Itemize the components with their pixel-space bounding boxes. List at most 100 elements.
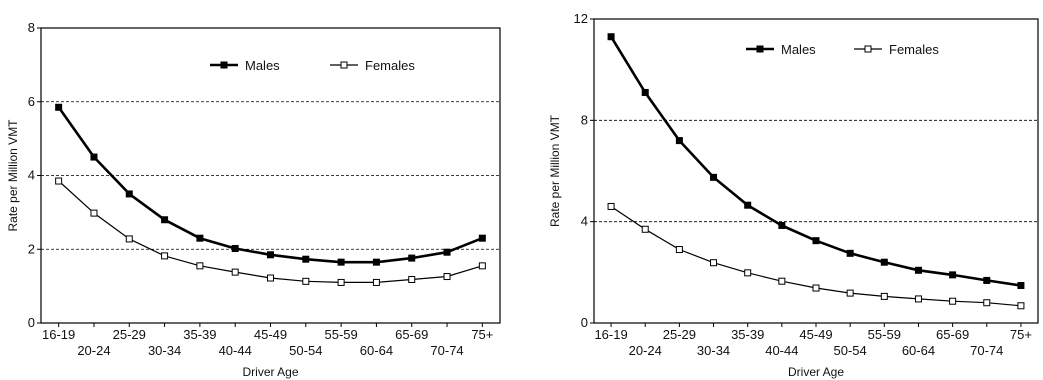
legend-label-males: Males [781, 42, 816, 57]
x-tick-label: 25-29 [113, 327, 146, 342]
chart-right: 0 4 8 12 16-1920-2425-2930-3435-3940-4445-49… [548, 11, 1039, 379]
legend-marker-males [756, 45, 764, 53]
data-point-males [231, 245, 239, 253]
data-point-males [302, 255, 310, 263]
data-point-females [302, 277, 310, 285]
data-point-females [55, 177, 63, 185]
data-point-females [196, 262, 204, 270]
x-tick-label: 30-34 [148, 343, 181, 358]
data-point-males [1017, 282, 1025, 290]
data-point-females [372, 278, 380, 286]
data-point-females [1017, 302, 1025, 310]
x-tick-label: 70-74 [430, 343, 463, 358]
legend-label-females: Females [889, 42, 939, 57]
x-tick-label: 45-49 [799, 327, 832, 342]
x-tick-label: 55-59 [868, 327, 901, 342]
data-point-females [478, 262, 486, 270]
y-axis-title: Rate per Million VMT [548, 114, 562, 227]
y-tick-label: 4 [581, 214, 588, 229]
series-line-males [57, 106, 483, 264]
y-tick-label: 0 [581, 315, 588, 330]
legend-marker-females [864, 45, 872, 53]
data-point-females [778, 277, 786, 285]
y-tick-label: 8 [28, 20, 35, 35]
x-tick-label: 55-59 [324, 327, 357, 342]
data-point-females [90, 209, 98, 217]
data-point-females [710, 259, 718, 267]
x-tick-label: 75+ [1010, 327, 1032, 342]
x-tick-label: 30-34 [697, 343, 730, 358]
data-point-males [408, 254, 416, 262]
data-point-males [778, 221, 786, 229]
data-point-females [337, 278, 345, 286]
x-tick-label: 60-64 [360, 343, 393, 358]
data-point-females [231, 268, 239, 276]
data-point-females [914, 295, 922, 303]
data-point-males [161, 216, 169, 224]
x-tick-label: 70-74 [970, 343, 1003, 358]
x-axis-title: Driver Age [242, 365, 298, 379]
data-point-males [55, 103, 63, 111]
data-point-males [812, 237, 820, 245]
x-tick-label: 35-39 [731, 327, 764, 342]
data-point-females [607, 202, 615, 210]
x-tick-label: 75+ [471, 327, 493, 342]
x-tick-label: 20-24 [629, 343, 662, 358]
data-point-males [372, 258, 380, 266]
legend-marker-females [340, 61, 348, 69]
y-axis-title: Rate per Million VMT [6, 119, 20, 232]
chart-left: 0 2 4 6 8 16-1920-2425-2930-3435-3940-4445-49… [6, 20, 501, 379]
data-point-females [408, 275, 416, 283]
data-point-females [267, 274, 274, 282]
data-point-females [675, 246, 683, 254]
y-tick-label: 6 [28, 94, 35, 109]
data-point-males [846, 249, 854, 257]
data-point-females [744, 269, 752, 277]
data-point-females [161, 252, 169, 260]
x-tick-label: 16-19 [594, 327, 627, 342]
data-point-males [196, 234, 204, 242]
data-point-females [949, 297, 957, 305]
data-point-males [478, 234, 486, 242]
x-axis-title: Driver Age [788, 365, 844, 379]
x-tick-label: 50-54 [834, 343, 867, 358]
data-point-males [675, 137, 683, 145]
legend-marker-males [220, 61, 228, 69]
x-tick-label: 65-69 [936, 327, 969, 342]
data-point-males [914, 266, 922, 274]
series-line-males [609, 36, 1022, 287]
y-tick-label: 2 [28, 241, 35, 256]
data-point-males [443, 248, 451, 256]
data-point-males [949, 271, 957, 279]
x-tick-label: 20-24 [77, 343, 110, 358]
data-point-males [125, 190, 133, 198]
x-tick-label: 45-49 [254, 327, 287, 342]
data-point-males [710, 173, 718, 181]
data-point-females [125, 235, 133, 243]
data-point-females [443, 273, 451, 281]
x-tick-label: 65-69 [395, 327, 428, 342]
data-point-males [267, 251, 274, 259]
y-tick-label: 8 [581, 112, 588, 127]
x-tick-label: 40-44 [765, 343, 798, 358]
data-point-females [983, 299, 991, 307]
legend-label-females: Females [365, 58, 415, 73]
x-tick-label: 60-64 [902, 343, 935, 358]
x-tick-label: 50-54 [289, 343, 322, 358]
data-point-males [337, 258, 345, 266]
data-point-males [607, 33, 615, 41]
x-tick-label: 16-19 [42, 327, 75, 342]
y-tick-label: 12 [574, 11, 588, 26]
x-tick-label: 25-29 [663, 327, 696, 342]
data-point-males [744, 201, 752, 209]
legend-label-males: Males [245, 58, 280, 73]
data-point-females [846, 289, 854, 297]
data-point-females [641, 225, 649, 233]
data-point-males [983, 276, 991, 284]
series-line-females [58, 180, 483, 283]
y-tick-label: 0 [28, 315, 35, 330]
data-point-females [880, 292, 888, 300]
y-tick-label: 4 [28, 168, 35, 183]
x-tick-label: 40-44 [219, 343, 252, 358]
